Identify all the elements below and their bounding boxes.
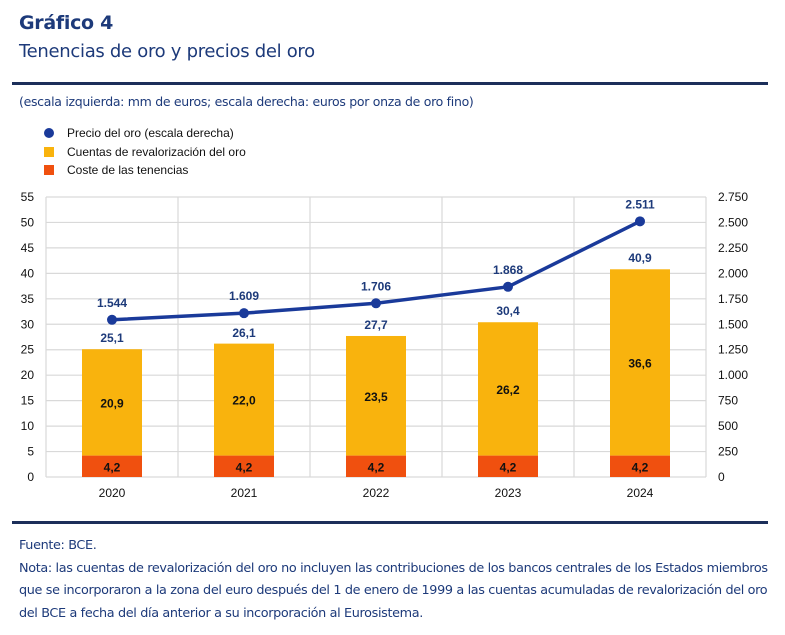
footer: Fuente: BCE. Nota: las cuentas de revalo… [19, 535, 779, 625]
right-tick-label: 1.750 [718, 292, 748, 306]
price-point [239, 308, 249, 319]
data-label-holding-cost: 4,2 [104, 460, 121, 474]
right-axis: 0 250 500 750 1.000 1.250 1.500 1.750 2.000 2.250… [718, 190, 748, 484]
x-tick-label: 2022 [363, 486, 390, 500]
right-tick-label: 0 [718, 470, 725, 484]
price-point [107, 314, 117, 325]
bar-holding-cost [82, 455, 142, 477]
left-tick-label: 45 [21, 241, 35, 255]
left-tick-label: 40 [21, 266, 35, 280]
chart-number: Gráfico 4 [19, 12, 114, 34]
legend-label: Cuentas de revalorización del oro [67, 144, 246, 159]
price-line: 1.544 1.609 1.706 1.868 2.511 [97, 197, 655, 325]
right-tick-label: 1.500 [718, 317, 748, 331]
legend-item-cost: Coste de las tenencias [44, 161, 246, 180]
data-label-total: 30,4 [496, 304, 520, 318]
units-note: (escala izquierda: mm de euros; escala d… [19, 94, 474, 109]
data-label-total: 40,9 [628, 251, 652, 265]
data-label-price: 1.868 [493, 263, 523, 277]
bar-revaluation [610, 269, 670, 456]
right-tick-label: 2.000 [718, 266, 748, 280]
data-label-total: 27,7 [364, 318, 388, 332]
data-label-holding-cost: 4,2 [236, 460, 253, 474]
price-point [635, 216, 645, 227]
data-label-price: 1.609 [229, 289, 259, 303]
data-label-holding-cost: 4,2 [500, 460, 517, 474]
right-tick-label: 2.250 [718, 241, 748, 255]
left-tick-label: 20 [21, 368, 35, 382]
left-tick-label: 5 [27, 445, 34, 459]
data-label-total: 26,1 [232, 326, 256, 340]
legend: Precio del oro (escala derecha) Cuentas … [44, 124, 246, 180]
left-tick-label: 30 [21, 317, 35, 331]
data-label-price: 2.511 [625, 197, 655, 211]
left-tick-label: 50 [21, 215, 35, 229]
bar-revaluation [478, 322, 538, 456]
right-tick-label: 1.250 [718, 343, 748, 357]
top-divider [12, 82, 768, 85]
left-tick-label: 35 [21, 292, 35, 306]
bar-revaluation [82, 349, 142, 456]
price-point [371, 298, 381, 309]
x-tick-label: 2023 [495, 486, 522, 500]
right-tick-label: 2.500 [718, 215, 748, 229]
bar-revaluation [214, 343, 274, 456]
data-label-revaluation: 22,0 [232, 394, 256, 408]
right-tick-label: 750 [718, 394, 738, 408]
bottom-divider [12, 521, 768, 524]
left-tick-label: 25 [21, 343, 35, 357]
left-tick-label: 10 [21, 419, 35, 433]
right-tick-label: 250 [718, 445, 738, 459]
data-label-price: 1.544 [97, 296, 127, 310]
legend-item-price: Precio del oro (escala derecha) [44, 124, 246, 143]
x-axis: 2020 2021 2022 2023 2024 [99, 486, 654, 500]
data-label-revaluation: 20,9 [100, 396, 124, 410]
left-tick-label: 0 [27, 470, 34, 484]
x-tick-label: 2024 [627, 486, 654, 500]
x-tick-label: 2020 [99, 486, 126, 500]
x-tick-label: 2021 [231, 486, 258, 500]
data-label-price: 1.706 [361, 279, 391, 293]
legend-square-icon [44, 165, 54, 176]
right-tick-label: 2.750 [718, 190, 748, 204]
bar-holding-cost [346, 455, 406, 477]
legend-square-icon [44, 146, 54, 157]
left-tick-label: 15 [21, 394, 35, 408]
price-point [503, 281, 513, 292]
data-label-holding-cost: 4,2 [632, 460, 649, 474]
data-label-revaluation: 26,2 [496, 383, 520, 397]
legend-item-revaluation: Cuentas de revalorización del oro [44, 143, 246, 162]
chart-title: Tenencias de oro y precios del oro [19, 41, 315, 62]
legend-label: Coste de las tenencias [67, 163, 189, 178]
right-tick-label: 500 [718, 419, 738, 433]
source-note: Fuente: BCE. [19, 538, 97, 553]
data-label-revaluation: 36,6 [628, 356, 652, 370]
title-block: Gráfico 4 Tenencias de oro y precios del… [19, 10, 315, 65]
bar-holding-cost [478, 455, 538, 477]
bar-revaluation [346, 335, 406, 456]
bars: 4,2 20,9 25,1 4,2 22,0 26,1 4,2 23,5 27,7 4,2 26,2… [82, 251, 670, 477]
footnote: Nota: las cuentas de revalorización del … [19, 560, 768, 621]
legend-dot-icon [44, 128, 54, 139]
left-tick-label: 55 [21, 190, 35, 204]
data-label-revaluation: 23,5 [364, 390, 388, 404]
bar-holding-cost [610, 455, 670, 477]
right-tick-label: 1.000 [718, 368, 748, 382]
data-label-total: 25,1 [100, 331, 124, 345]
left-axis: 0 5 10 15 20 25 30 35 40 45 50 55 [21, 190, 35, 484]
data-label-holding-cost: 4,2 [368, 460, 385, 474]
legend-label: Precio del oro (escala derecha) [67, 126, 234, 141]
bar-holding-cost [214, 455, 274, 477]
